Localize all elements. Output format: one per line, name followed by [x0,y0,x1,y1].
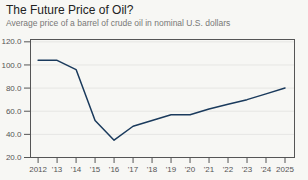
svg-text:2025: 2025 [276,165,294,174]
svg-text:40.0: 40.0 [6,130,22,139]
svg-text:20.0: 20.0 [6,153,22,162]
svg-text:60.0: 60.0 [6,107,22,116]
svg-text:'17: '17 [128,165,139,174]
svg-text:'24: '24 [261,165,272,174]
svg-text:'22: '22 [223,165,234,174]
svg-text:2012: 2012 [29,165,47,174]
svg-text:100.0: 100.0 [1,61,22,70]
svg-text:'18: '18 [147,165,158,174]
svg-text:'16: '16 [109,165,120,174]
svg-text:'15: '15 [90,165,101,174]
html-text:Average price of a barrel of c: Average price of a barrel of crude oil i… [6,18,231,28]
svg-text:'23: '23 [242,165,253,174]
svg-text:'20: '20 [185,165,196,174]
svg-text:120.0: 120.0 [1,37,22,46]
svg-text:'21: '21 [204,165,215,174]
svg-text:'19: '19 [166,165,177,174]
svg-text:'13: '13 [52,165,63,174]
svg-text:80.0: 80.0 [6,84,22,93]
svg-text:'14: '14 [71,165,82,174]
html-text:The Future Price of Oil?: The Future Price of Oil? [6,3,134,17]
